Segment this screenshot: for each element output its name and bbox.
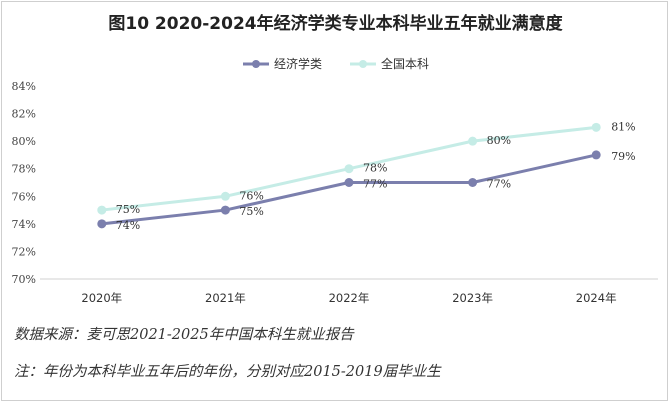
y-tick-label: 74%: [12, 218, 36, 231]
legend-label: 全国本科: [381, 56, 429, 71]
x-tick-label: 2023年: [452, 291, 493, 305]
legend-label: 经济学类: [274, 56, 322, 71]
data-label: 74%: [116, 219, 140, 232]
x-tick-label: 2022年: [329, 291, 370, 305]
data-label: 80%: [487, 134, 511, 147]
source-note: 数据来源：麦可思2021-2025年中国本科生就业报告: [14, 327, 354, 343]
data-label: 75%: [116, 203, 140, 216]
chart-legend: 经济学类 全国本科: [243, 56, 429, 71]
y-axis: 70% 72% 74% 76% 78% 80% 82% 84%: [12, 80, 36, 286]
series-economics: [97, 150, 601, 229]
data-label: 77%: [363, 178, 387, 191]
y-tick-label: 76%: [12, 190, 36, 203]
data-label: 75%: [239, 205, 263, 218]
data-point: [591, 122, 601, 132]
x-tick-label: 2021年: [205, 291, 246, 305]
data-label: 78%: [363, 162, 387, 175]
data-label: 79%: [611, 150, 635, 163]
x-axis: 2020年 2021年 2022年 2023年 2024年: [81, 291, 616, 305]
data-point: [220, 205, 230, 215]
data-point: [97, 205, 107, 215]
series-national: [97, 122, 601, 215]
data-point: [97, 219, 107, 229]
y-tick-label: 70%: [12, 273, 36, 286]
footnote: 注：年份为本科毕业五年后的年份，分别对应2015-2019届毕业生: [14, 364, 441, 380]
data-point: [220, 191, 230, 201]
y-tick-label: 78%: [12, 163, 36, 176]
data-point: [591, 150, 601, 160]
legend-marker: [359, 60, 367, 68]
series-layer: 74% 75% 77% 77% 79% 75% 76% 78% 80% 81%: [97, 120, 636, 232]
data-point: [468, 136, 478, 146]
data-point: [344, 178, 354, 187]
y-tick-label: 80%: [12, 135, 36, 148]
y-tick-label: 72%: [12, 245, 36, 258]
data-label: 76%: [239, 189, 263, 202]
x-tick-label: 2020年: [81, 291, 122, 305]
legend-item: 经济学类: [243, 56, 322, 71]
data-label: 77%: [487, 178, 511, 191]
x-tick-label: 2024年: [576, 291, 617, 305]
chart-title: 图10 2020-2024年经济学类专业本科毕业五年就业满意度: [108, 13, 563, 34]
legend-item: 全国本科: [350, 56, 429, 71]
line-chart: 图10 2020-2024年经济学类专业本科毕业五年就业满意度 经济学类 全国本科…: [12, 13, 658, 305]
y-tick-label: 82%: [12, 108, 36, 121]
data-label: 81%: [611, 120, 635, 133]
data-point: [344, 164, 354, 174]
data-point: [468, 178, 478, 187]
y-tick-label: 84%: [12, 80, 36, 93]
legend-marker: [252, 60, 260, 68]
